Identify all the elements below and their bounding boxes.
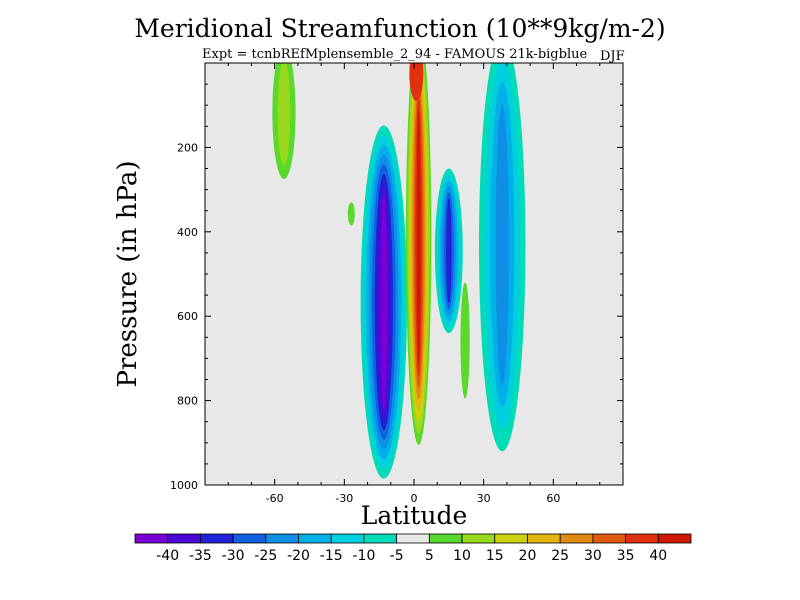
x-tick-label: 30: [477, 492, 491, 505]
colorbar-tick-label: 25: [551, 548, 569, 564]
colorbar-tick-label: -35: [189, 548, 212, 564]
colorbar-swatch: [396, 533, 430, 544]
y-tick-label: 200: [177, 141, 198, 154]
y-tick-label: 800: [177, 395, 198, 408]
colorbar-tick-label: -40: [156, 548, 179, 564]
season-label: DJF: [600, 49, 625, 64]
colorbar-tick-label: 35: [617, 548, 635, 564]
northern-midlatitude-band-level: [495, 104, 509, 385]
colorbar-tick-label: 30: [584, 548, 602, 564]
colorbar-tick-label: -20: [287, 548, 310, 564]
y-tick-label: 400: [177, 226, 198, 239]
colorbar-tick-label: 15: [486, 548, 504, 564]
colorbar-tick-label: -25: [254, 548, 277, 564]
southern-weak-cell-level: [347, 202, 355, 226]
colorbar-swatch: [134, 533, 169, 544]
chart-subtitle: Expt = tcnbREfMplensemble_2_94 - FAMOUS …: [202, 47, 588, 62]
colorbar-swatch: [494, 533, 528, 544]
equatorial-column-level: [416, 109, 421, 366]
colorbar-tick-label: 10: [453, 548, 471, 564]
colorbar-swatch: [167, 533, 201, 544]
colorbar-swatch: [625, 533, 659, 544]
y-tick-label: 1000: [170, 479, 198, 492]
colorbar-tick-label: -15: [320, 548, 343, 564]
southern-upper-branch-level: [277, 63, 291, 166]
colorbar-swatch: [592, 533, 626, 544]
upper-equatorial-maximum-level: [409, 63, 424, 101]
colorbar-swatch: [657, 533, 692, 544]
x-tick-label: 60: [546, 492, 560, 505]
colorbar-swatch: [298, 533, 332, 544]
northern-subtropical-cell-level: [446, 198, 452, 304]
colorbar-swatch: [232, 533, 267, 544]
colorbar-tick-label: 5: [425, 548, 434, 564]
x-tick-label: -60: [266, 492, 284, 505]
chart-title: Meridional Streamfunction (10**9kg/m-2): [134, 14, 666, 43]
colorbar-tick-label: 20: [519, 548, 537, 564]
x-tick-label: -30: [335, 492, 353, 505]
x-tick-label: 0: [411, 492, 418, 505]
colorbar-tick-label: 40: [649, 548, 667, 564]
colorbar-swatch: [330, 533, 365, 544]
northern-green-patch-level: [460, 282, 470, 399]
colorbar-swatch: [200, 533, 234, 544]
colorbar-tick-label: -10: [353, 548, 376, 564]
colorbar-tick-label: -30: [222, 548, 245, 564]
y-tick-label: 600: [177, 310, 198, 323]
colorbar-swatch: [428, 533, 463, 544]
tropical-upper-cell-level: [380, 193, 388, 411]
x-axis-label: Latitude: [360, 501, 468, 530]
colorbar-swatch: [527, 533, 561, 544]
colorbar-swatch: [461, 533, 496, 544]
colorbar-swatch: [363, 533, 398, 544]
colorbar-swatch: [559, 533, 594, 544]
colorbar-tick-label: -5: [390, 548, 404, 564]
colorbar-swatch: [265, 533, 299, 544]
